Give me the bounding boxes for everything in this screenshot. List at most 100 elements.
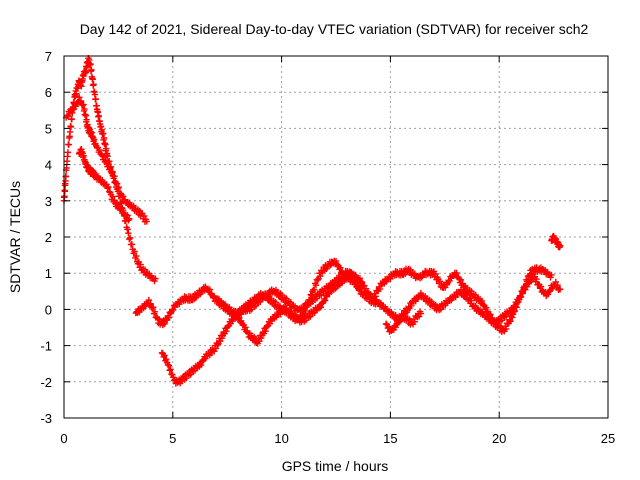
x-tick-label: 10 xyxy=(274,431,288,446)
series-branch-3 xyxy=(76,146,133,224)
x-axis-ticks: 0 5 10 15 20 25 xyxy=(60,56,615,446)
chart-title: Day 142 of 2021, Sidereal Day-to-day VTE… xyxy=(80,21,589,37)
data-point xyxy=(533,275,540,283)
x-tick-label: 25 xyxy=(601,431,615,446)
data-point xyxy=(489,314,496,322)
data-point xyxy=(102,141,109,148)
data-point xyxy=(163,355,170,363)
data-point xyxy=(88,66,95,73)
data-point xyxy=(105,183,112,191)
data-point xyxy=(99,130,107,137)
data-point xyxy=(417,310,425,317)
data-point xyxy=(109,168,116,176)
data-point xyxy=(143,218,150,225)
y-axis-label: SDTVAR / TECUs xyxy=(7,181,23,293)
data-point xyxy=(166,367,173,374)
data-point xyxy=(482,304,490,311)
data-point xyxy=(161,352,168,359)
data-point xyxy=(137,261,144,268)
data-point xyxy=(311,286,318,294)
data-point xyxy=(103,145,110,152)
data-point xyxy=(242,324,249,331)
x-tick-label: 15 xyxy=(383,431,397,446)
data-point xyxy=(119,193,127,200)
data-point xyxy=(124,212,131,219)
data-point xyxy=(512,303,519,310)
data-point xyxy=(556,286,564,293)
y-tick-label: 7 xyxy=(45,49,52,64)
data-point xyxy=(266,320,274,327)
data-point xyxy=(90,81,97,88)
series-branch-9 xyxy=(548,232,564,251)
data-point xyxy=(72,90,80,97)
data-point xyxy=(432,270,439,278)
data-point xyxy=(197,290,204,298)
data-point xyxy=(100,134,108,142)
data-point xyxy=(408,302,415,309)
data-point xyxy=(124,226,131,233)
data-point xyxy=(145,296,153,304)
data-point xyxy=(522,283,529,290)
data-point xyxy=(437,306,445,313)
data-point xyxy=(115,183,123,191)
data-point xyxy=(252,302,260,309)
data-point xyxy=(104,185,111,192)
data-point xyxy=(82,69,89,76)
data-point xyxy=(197,361,205,369)
data-point xyxy=(516,293,524,300)
data-point xyxy=(106,163,114,171)
data-point xyxy=(407,266,414,273)
data-point xyxy=(128,241,136,248)
data-point xyxy=(92,96,99,103)
y-axis-ticks: -3 -2 -1 0 1 2 3 4 5 6 7 xyxy=(40,49,608,426)
data-point xyxy=(513,304,520,311)
data-point xyxy=(94,173,102,180)
data-point xyxy=(125,230,132,237)
data-points xyxy=(60,54,564,387)
y-tick-label: 6 xyxy=(45,85,52,100)
data-point xyxy=(362,285,370,292)
data-point xyxy=(507,318,514,325)
data-point xyxy=(468,297,475,304)
data-point xyxy=(161,320,168,328)
data-point xyxy=(377,299,385,307)
grid-lines xyxy=(64,56,608,418)
data-point xyxy=(337,264,344,271)
y-tick-label: 3 xyxy=(45,194,52,209)
series-branch-7 xyxy=(343,264,555,335)
data-point xyxy=(323,293,331,300)
data-point xyxy=(97,123,105,130)
data-point xyxy=(66,128,74,136)
data-point xyxy=(411,318,418,325)
data-point xyxy=(67,123,75,131)
data-point xyxy=(518,287,526,295)
data-point xyxy=(136,308,143,316)
data-point xyxy=(72,103,79,110)
data-point xyxy=(65,141,72,148)
data-point xyxy=(76,94,83,101)
data-point xyxy=(214,341,221,349)
data-point xyxy=(314,276,321,284)
data-point xyxy=(151,308,159,316)
data-point xyxy=(111,173,118,180)
data-point xyxy=(523,278,531,285)
data-point xyxy=(68,115,76,123)
data-point xyxy=(385,323,392,330)
data-point xyxy=(212,345,220,352)
data-point xyxy=(554,281,561,289)
data-point xyxy=(147,300,154,307)
y-tick-label: 1 xyxy=(45,266,52,281)
data-point xyxy=(126,234,134,242)
data-point xyxy=(332,257,340,265)
data-point xyxy=(241,306,249,313)
data-point xyxy=(352,279,359,286)
y-tick-label: -3 xyxy=(40,411,52,426)
y-tick-label: 5 xyxy=(45,121,52,136)
data-point xyxy=(376,285,384,293)
x-tick-label: 20 xyxy=(492,431,506,446)
data-point xyxy=(80,101,87,108)
y-tick-label: -1 xyxy=(40,339,52,354)
y-tick-label: 2 xyxy=(45,230,52,245)
data-point xyxy=(131,248,138,255)
data-point xyxy=(87,61,94,68)
